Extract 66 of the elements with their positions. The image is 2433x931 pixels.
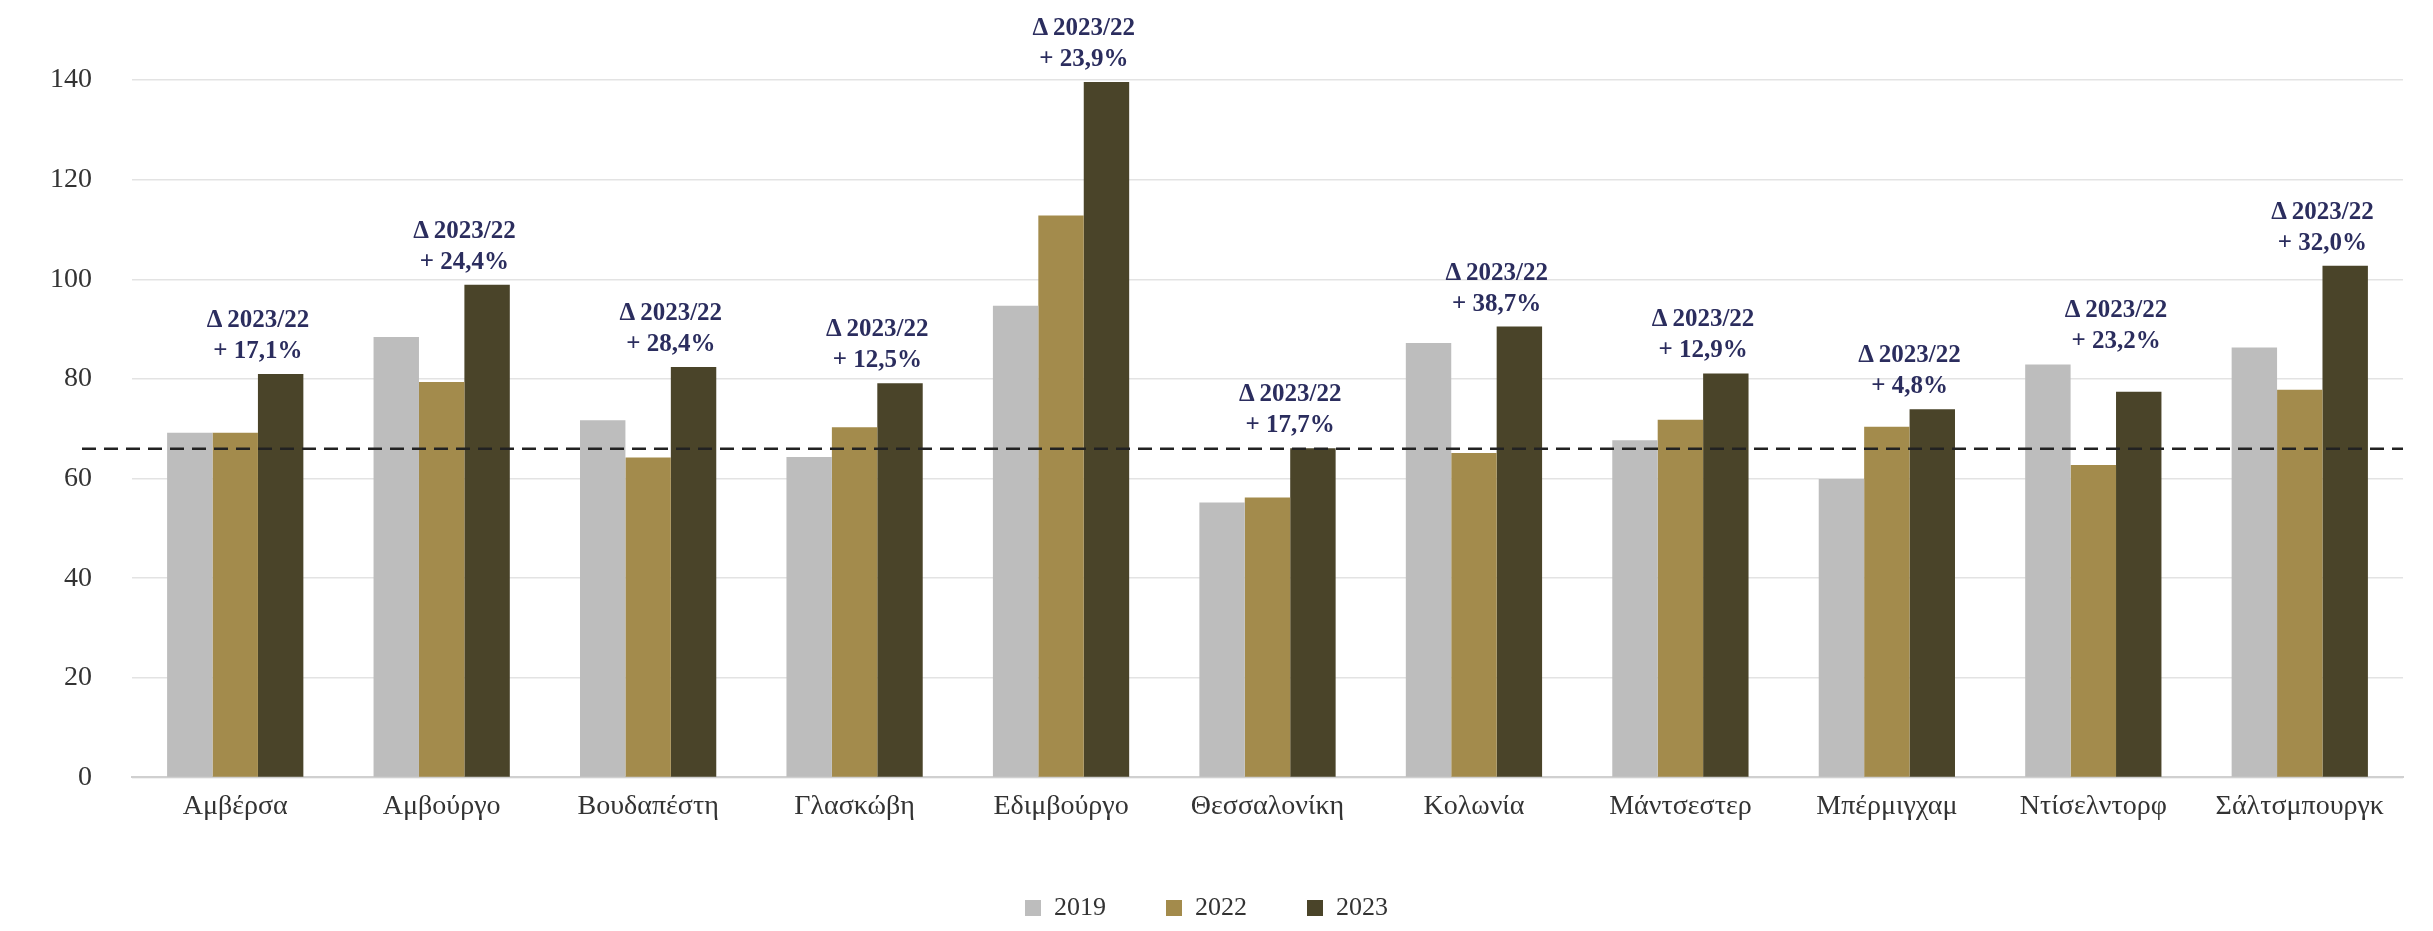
y-tick-label: 20 <box>64 660 92 692</box>
bar <box>1909 409 1955 777</box>
bar <box>1703 373 1749 777</box>
y-tick-label: 100 <box>50 261 92 293</box>
bar <box>877 383 923 777</box>
bar <box>2025 364 2071 777</box>
bar <box>2231 347 2278 777</box>
bar <box>670 366 717 777</box>
annotation: Δ 2023/22 + 24,4% <box>413 215 516 274</box>
bar <box>1496 326 1543 777</box>
annotation: Δ 2023/22 + 17,7% <box>1238 379 1342 438</box>
bar <box>212 432 258 777</box>
bar <box>992 305 1039 777</box>
x-tick-label: Ντίσελντορφ <box>2019 788 2167 820</box>
bar <box>1244 497 1291 777</box>
x-tick-label: Βουδαπέστη <box>577 788 719 820</box>
bar <box>1083 81 1130 777</box>
bar <box>2277 389 2323 777</box>
annotation: Δ 2023/22 + 12,5% <box>826 314 929 373</box>
annotation: Δ 2023/22 + 32,0% <box>2271 196 2374 255</box>
annotation: Δ 2023/22 + 38,7% <box>1445 257 1548 316</box>
bar <box>1612 440 1658 777</box>
bar <box>625 457 671 777</box>
legend-label: 2023 <box>1336 891 1388 921</box>
bar <box>580 420 626 777</box>
x-tick-label: Μάντσεστερ <box>1609 788 1752 820</box>
y-tick-label: 40 <box>64 560 92 592</box>
y-tick-label: 140 <box>50 62 92 94</box>
bar <box>373 337 419 777</box>
x-tick-label: Εδιμβούργο <box>993 788 1129 820</box>
bar <box>1038 215 1084 777</box>
bar <box>418 381 465 777</box>
bar <box>1290 448 1336 777</box>
x-tick-label: Γλασκώβη <box>794 788 915 820</box>
annotation: Δ 2023/22 + 12,9% <box>1651 304 1755 363</box>
x-tick-label: Σάλτσμπουργκ <box>2215 788 2384 820</box>
x-tick-label: Κολωνία <box>1423 788 1525 820</box>
y-tick-label: 120 <box>50 161 92 193</box>
bar <box>831 427 878 777</box>
y-tick-label: 0 <box>78 759 92 791</box>
bar <box>167 432 213 777</box>
bar <box>1199 502 1245 777</box>
bar <box>2322 265 2368 777</box>
annotation: Δ 2023/22 + 28,4% <box>619 297 723 356</box>
y-tick-label: 80 <box>64 361 92 393</box>
annotation: Δ 2023/22 + 17,1% <box>206 304 310 363</box>
x-tick-label: Αμβέρσα <box>182 788 289 820</box>
y-tick-label: 60 <box>64 460 92 492</box>
bar <box>1451 453 1497 777</box>
legend-label: 2022 <box>1195 891 1247 921</box>
x-tick-label: Μπέρμιγχαμ <box>1816 788 1958 820</box>
bar <box>1864 426 1910 777</box>
text: Δ 2023/22 + 23,9% <box>1032 12 1136 71</box>
bar <box>2070 465 2117 777</box>
annotation: Δ 2023/22 + 4,8% <box>1858 340 1961 399</box>
bar <box>257 373 304 777</box>
bar <box>786 457 832 777</box>
x-tick-label: Θεσσαλονίκη <box>1190 788 1345 820</box>
annotation: Δ 2023/22 + 23,2% <box>2064 295 2168 354</box>
x-tick-label: Αμβούργο <box>382 788 501 820</box>
bar <box>2116 391 2162 777</box>
bar <box>1818 479 1865 777</box>
bar <box>1405 343 1452 777</box>
legend-label: 2019 <box>1054 891 1106 921</box>
bar <box>464 284 510 777</box>
bar <box>1657 419 1704 777</box>
